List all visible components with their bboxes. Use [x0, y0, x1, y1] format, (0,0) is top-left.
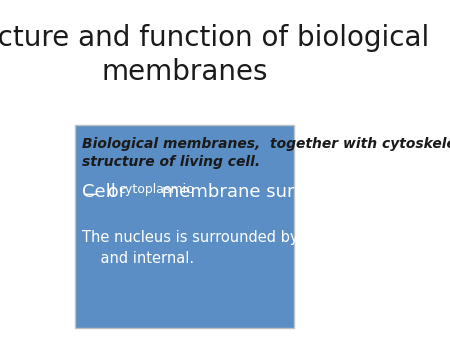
- Text: Biological membranes,  together with cytoskeleton,  form the
structure of living: Biological membranes, together with cyto…: [82, 137, 450, 169]
- Text: The nucleus is surrounded by two nucleus membranes external
    and internal.: The nucleus is surrounded by two nucleus…: [82, 230, 450, 266]
- Text: cytoplasmic: cytoplasmic: [118, 183, 194, 195]
- Text: Cell: Cell: [82, 183, 116, 200]
- Text: or: or: [102, 183, 131, 200]
- Text: membrane surrounds every cell.: membrane surrounds every cell.: [156, 183, 450, 200]
- Text: Structure and function of biological
membranes: Structure and function of biological mem…: [0, 24, 429, 86]
- FancyBboxPatch shape: [75, 125, 294, 328]
